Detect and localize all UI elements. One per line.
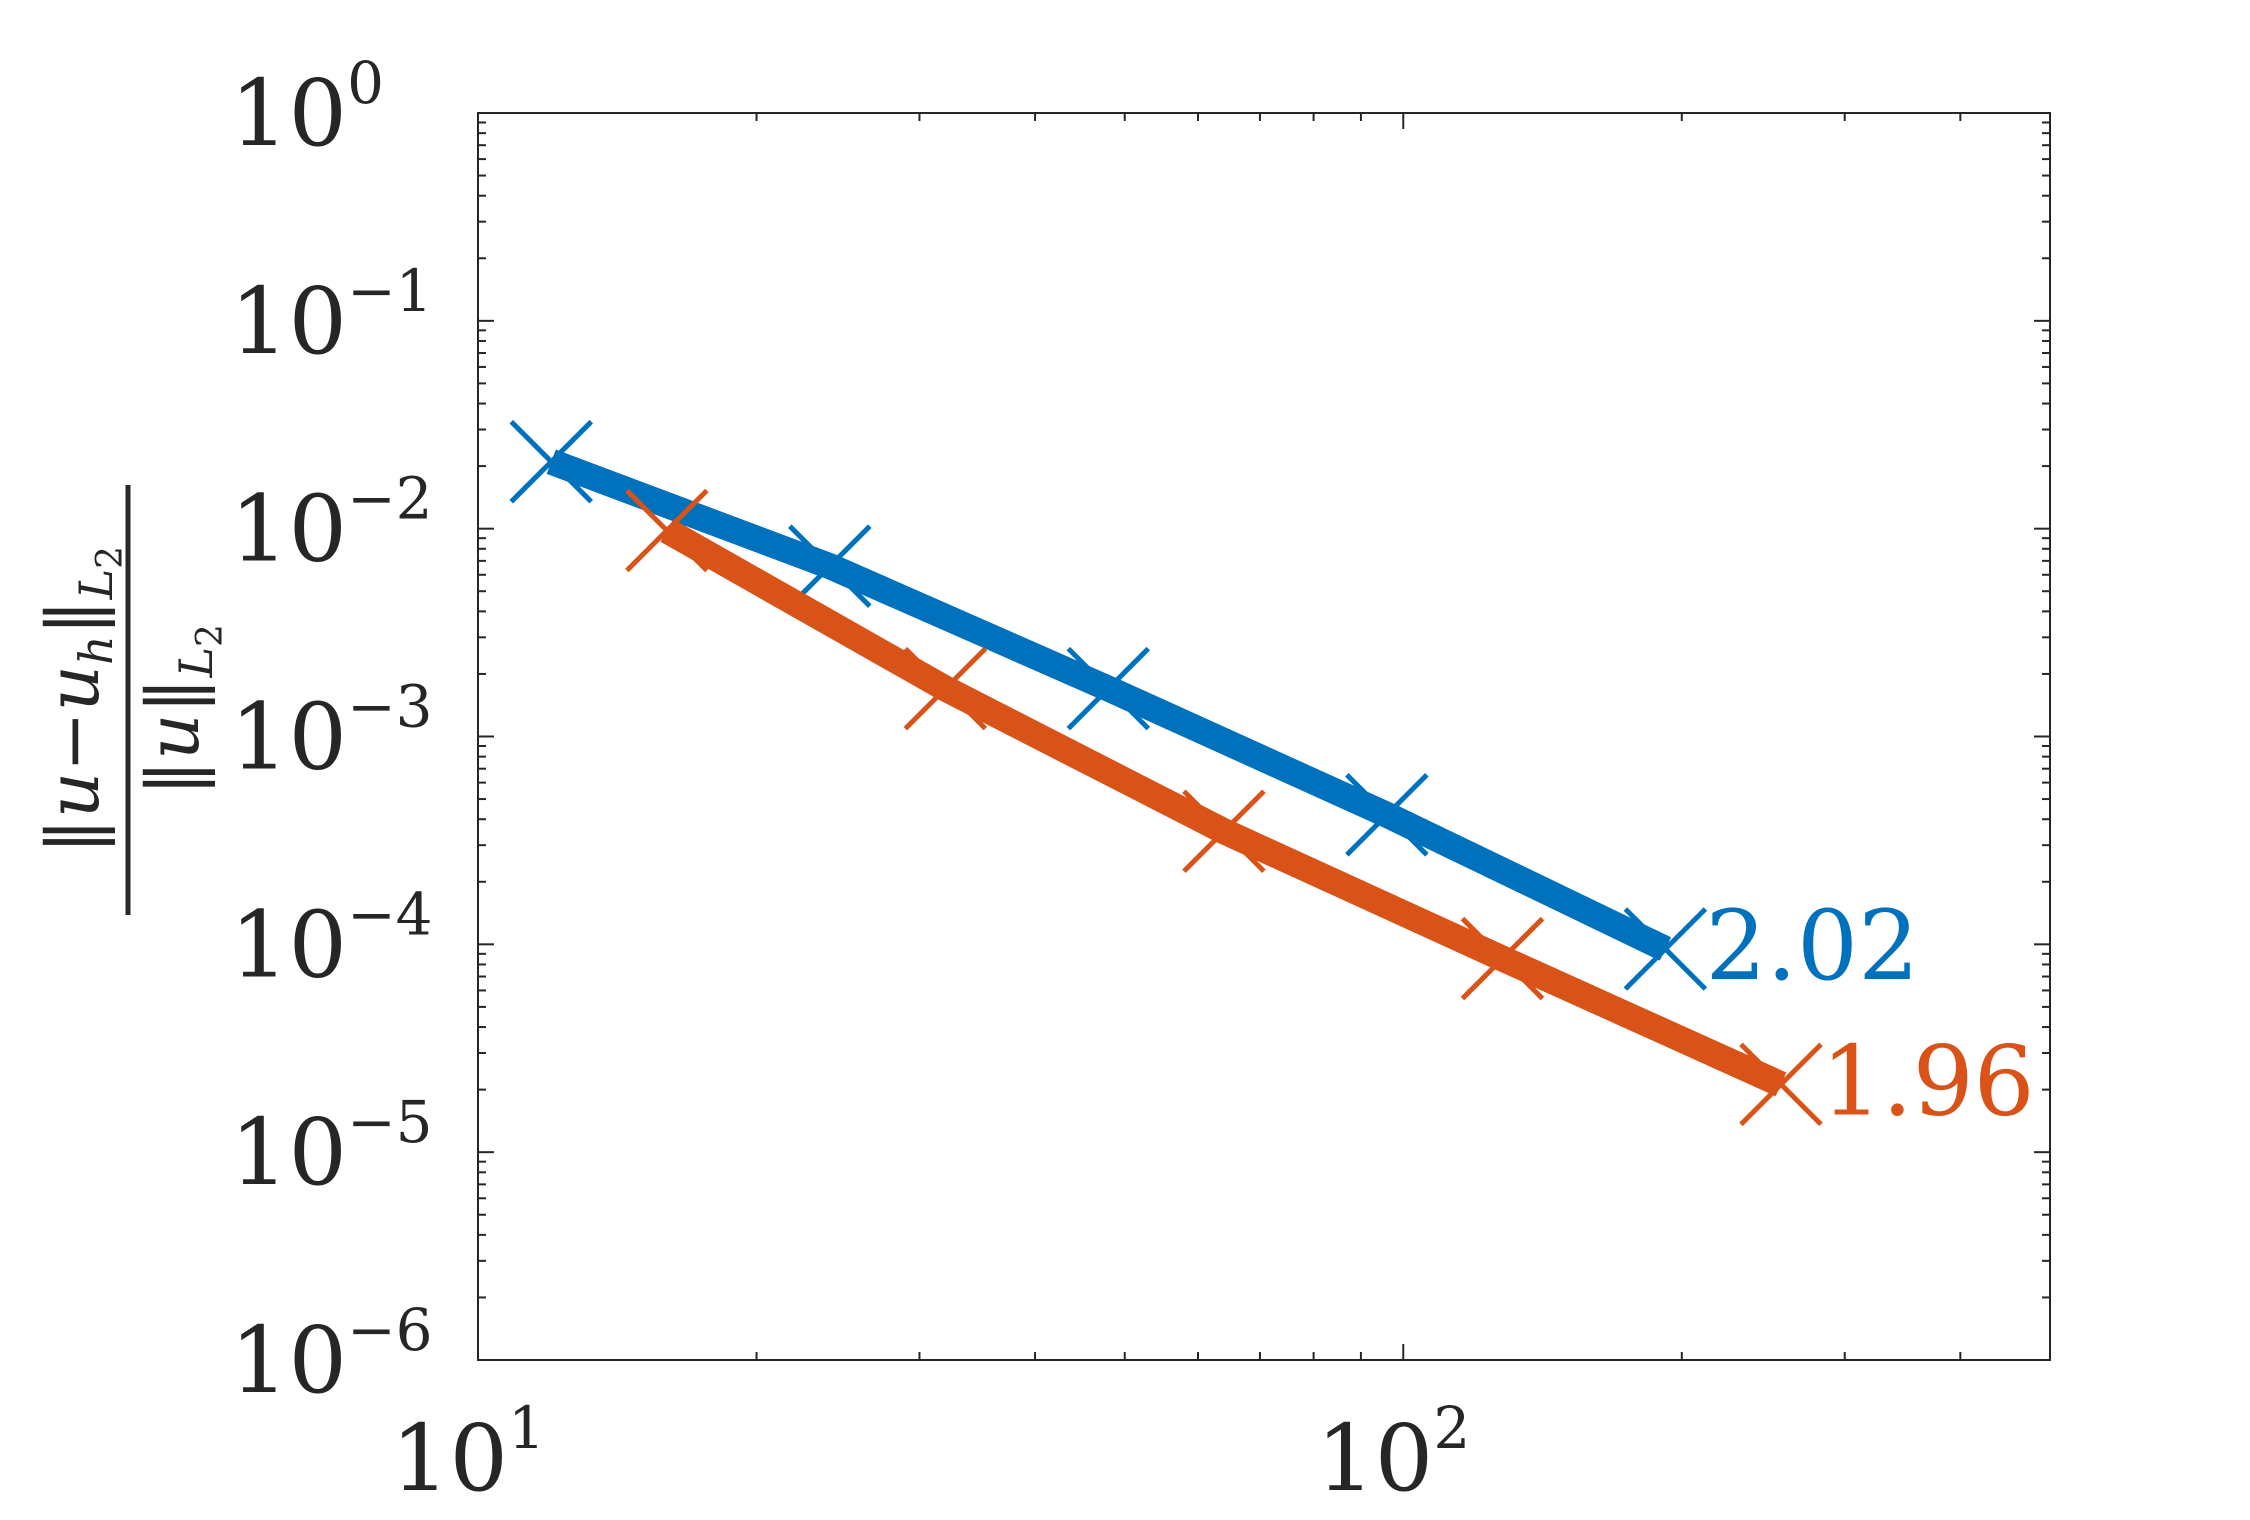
- series-point: [509, 419, 594, 504]
- y-tick-label: 10−6: [230, 1296, 433, 1414]
- slope-label: 2.02: [1705, 890, 1919, 1002]
- y-tick-label: 10−1: [230, 257, 433, 375]
- y-tick-label: 10−5: [230, 1088, 433, 1206]
- marker-stroke: [1460, 916, 1545, 1001]
- slope-labels: 2.02 1.96: [1705, 890, 2034, 1137]
- axes-box: [477, 112, 2051, 1361]
- y-tick-label: 100: [230, 49, 384, 167]
- series-point: [1460, 916, 1545, 1001]
- slope-label: 1.96: [1821, 1025, 2035, 1137]
- minor-ticks: [478, 113, 2051, 1360]
- marker-stroke: [788, 524, 872, 608]
- y-label-numerator: ‖u−uh‖L2: [31, 546, 131, 854]
- plot-area: [477, 112, 2051, 1361]
- y-axis-label: ‖u−uh‖L2 ‖u‖L2: [31, 485, 231, 915]
- series-point: [625, 488, 709, 573]
- x-tick-label: 101: [391, 1394, 545, 1512]
- y-label-denominator: ‖u‖L2: [131, 624, 231, 796]
- marker-stroke: [903, 646, 988, 731]
- series-point: [1739, 1042, 1823, 1127]
- marker-stroke: [1739, 1042, 1823, 1127]
- x-tick-label: 102: [1316, 1394, 1470, 1512]
- series-point: [788, 524, 872, 608]
- y-tick-label: 10−4: [230, 880, 433, 998]
- series-layer: [509, 419, 1823, 1127]
- marker-stroke: [1182, 789, 1266, 874]
- y-tick-label: 10−3: [230, 673, 433, 791]
- marker-stroke: [1066, 646, 1151, 731]
- series-point: [903, 646, 988, 731]
- marker-stroke: [1623, 907, 1708, 991]
- series-point: [1623, 907, 1708, 991]
- marker-stroke: [1345, 773, 1429, 857]
- series-1: [509, 419, 1708, 991]
- series-2: [625, 488, 1823, 1127]
- series-point: [1066, 646, 1151, 731]
- y-tick-label: 10−2: [230, 465, 433, 583]
- series-point: [1345, 773, 1429, 857]
- marker-stroke: [625, 488, 709, 573]
- major-ticks: [477, 112, 2050, 1361]
- marker-stroke: [509, 419, 594, 504]
- y-tick-labels: 100 10−1 10−2 10−3 10−4 10−5 10−6: [230, 49, 433, 1414]
- series-point: [1182, 789, 1266, 874]
- x-tick-labels: 101 102: [391, 1394, 1470, 1512]
